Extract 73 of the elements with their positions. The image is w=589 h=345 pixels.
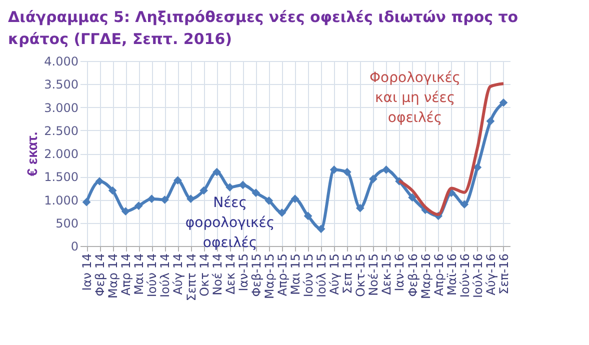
x-tick-label: Αύγ 14 <box>171 254 186 295</box>
x-tick-label: Αύγ-16 <box>484 254 498 296</box>
point <box>186 194 195 204</box>
point <box>134 202 143 210</box>
point <box>316 224 326 234</box>
point <box>408 193 416 202</box>
x-tick-label: Ιούλ-16 <box>470 254 485 298</box>
x-tick-label: Φεβ-15 <box>249 254 264 297</box>
x-tick-label: Οκτ 14 <box>197 254 212 296</box>
x-tick-label: Αύγ 15 <box>328 254 342 295</box>
x-tick-label: Ιαν-16 <box>392 254 407 292</box>
chart-title: Διάγραμμας 5: Ληξιπρόθεσμες νέες οφειλές ιδιωτών προς το κράτος (ΓΓΔΕ, Σεπτ. 2016) <box>8 7 520 50</box>
x-tick-label: Ιαν-15 <box>236 254 250 292</box>
x-tick-label: Ιαν 14 <box>80 254 94 291</box>
y-tick-label: 3.000 <box>44 100 78 115</box>
x-tick-label: Μαι 14 <box>132 254 146 295</box>
x-tick-label: Νοέ 14 <box>210 254 224 296</box>
x-tick-label: Σεπτ 14 <box>184 254 198 302</box>
x-tick-label: Ιούλ 15 <box>314 254 329 298</box>
y-tick-label: 500 <box>56 216 78 230</box>
x-tick-label: Ιούν-16 <box>458 254 472 298</box>
x-tick-label: Φεβ-16 <box>406 254 420 297</box>
x-tick-label: Μαϊ-16 <box>444 254 459 296</box>
series-label: Φορολογικές και μη νέες οφειλές <box>370 70 460 126</box>
point <box>212 168 221 176</box>
x-tick-label: Μαρ-16 <box>418 254 433 299</box>
y-tick-label: 2.000 <box>44 147 78 161</box>
point <box>278 208 286 217</box>
point <box>252 188 260 197</box>
point <box>460 200 469 209</box>
y-tick-label: 3.500 <box>44 78 78 92</box>
point <box>226 183 234 192</box>
point <box>290 194 300 204</box>
point <box>200 186 208 195</box>
point <box>486 116 495 126</box>
x-tick-label: Απρ-16 <box>432 254 446 296</box>
y-tick-label: 1.000 <box>44 193 78 208</box>
point <box>238 180 248 190</box>
point <box>108 186 117 195</box>
x-tick-label: Μαι 15 <box>288 254 302 295</box>
y-tick-label: 2.500 <box>44 124 78 138</box>
x-tick-label: Μαρ 14 <box>106 254 120 298</box>
x-tick-label: Δεκ 14 <box>223 254 238 294</box>
point <box>160 196 169 204</box>
point <box>499 98 508 107</box>
point <box>473 163 482 172</box>
y-tick-label: 1.500 <box>44 170 78 184</box>
x-tick-label: Δεκ-15 <box>380 254 394 295</box>
x-tick-label: Σεπ 15 <box>340 254 355 294</box>
point <box>356 204 364 212</box>
point <box>264 196 274 205</box>
x-tick-label: Μαρ-15 <box>262 254 276 299</box>
x-tick-label: Ιούν 14 <box>145 254 160 298</box>
point <box>82 198 91 206</box>
y-axis-title: € εκατ. <box>24 132 40 176</box>
point <box>174 176 182 185</box>
series-label: Νέες φορολογικές οφειλές <box>185 195 275 251</box>
point <box>342 168 352 176</box>
point <box>382 166 390 174</box>
point <box>369 174 378 184</box>
x-tick-label: Ιούν 15 <box>302 254 316 298</box>
point <box>304 212 312 220</box>
x-tick-label: Νοέ-15 <box>366 254 381 296</box>
x-tick-label: Απρ-15 <box>275 254 290 296</box>
y-tick-label: 0 <box>70 240 78 254</box>
y-tick-label: 4.000 <box>44 54 78 68</box>
x-tick-label: Οκτ-15 <box>354 254 368 297</box>
x-tick-label: Ιούλ 14 <box>158 254 172 298</box>
x-tick-label: Απρ 14 <box>119 254 134 296</box>
point <box>121 207 130 216</box>
x-tick-label: Σεπ-16 <box>496 254 511 294</box>
x-tick-label: Φεβ 14 <box>93 254 108 296</box>
point <box>95 177 104 186</box>
